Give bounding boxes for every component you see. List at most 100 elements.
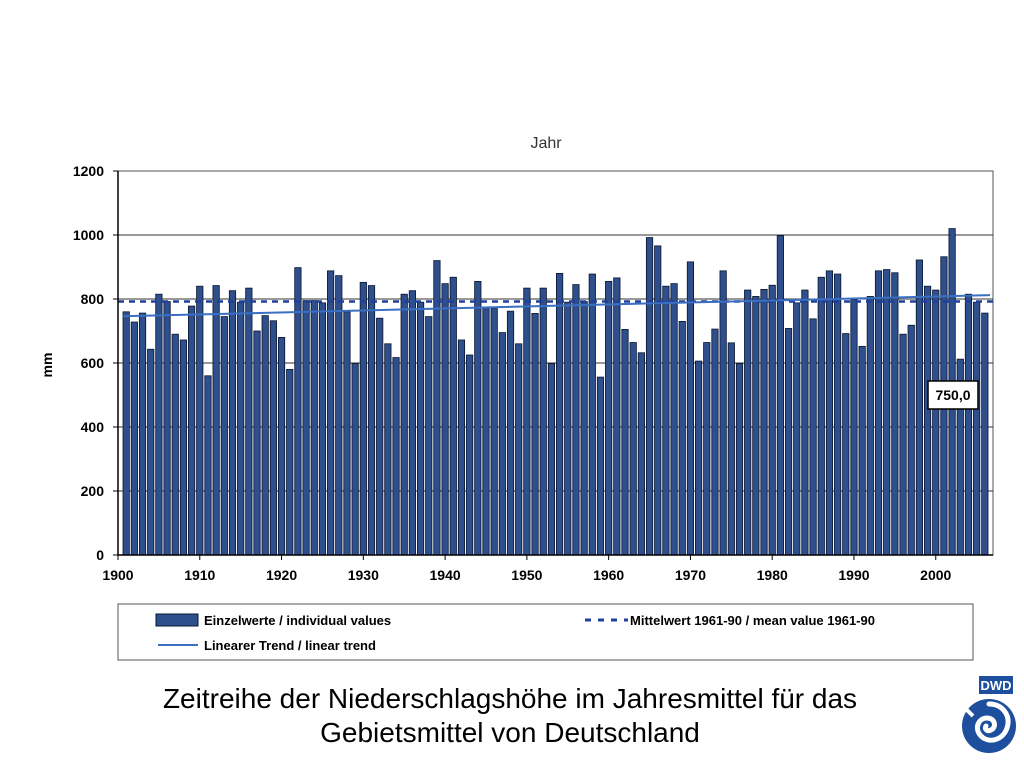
bar-1911 [204, 375, 212, 556]
bar-1990 [850, 299, 858, 556]
bar-1986 [817, 276, 825, 556]
y-tick-label-0: 0 [96, 547, 104, 563]
bar-1947 [498, 332, 506, 556]
bar-1912 [212, 285, 220, 556]
bar-1989 [842, 333, 850, 556]
y-tick-label-1200: 1200 [73, 163, 104, 179]
chart-caption: Zeitreihe der Niederschlagshöhe im Jahre… [60, 682, 960, 750]
bar-1969 [678, 320, 686, 556]
bar-1935 [400, 293, 408, 556]
bar-1938 [425, 316, 433, 556]
bar-1998 [915, 259, 923, 556]
bar-1991 [858, 345, 866, 556]
bar-2000 [932, 289, 940, 556]
bar-1954 [555, 272, 564, 556]
bar-1925 [318, 302, 327, 556]
bar-1907 [171, 333, 179, 556]
caption-line-1: Zeitreihe der Niederschlagshöhe im Jahre… [162, 683, 858, 714]
bar-1964 [637, 352, 645, 556]
bar-1962 [621, 328, 629, 556]
y-tick-label-800: 800 [81, 291, 105, 307]
bar-1903 [138, 312, 147, 556]
bar-1926 [327, 270, 335, 556]
bar-1948 [506, 310, 515, 556]
annotation-text: 750,0 [935, 387, 970, 403]
legend-label-mean: Mittelwert 1961-90 / mean value 1961-90 [630, 613, 875, 628]
bar-1923 [302, 300, 310, 556]
bar-1940 [441, 283, 449, 556]
bar-1930 [359, 281, 367, 556]
bar-1981 [776, 235, 784, 556]
bar-1909 [188, 305, 196, 556]
x-tick-label-1910: 1910 [184, 567, 215, 583]
bar-1999 [923, 285, 932, 556]
bar-1994 [883, 269, 891, 556]
x-tick-label-1960: 1960 [593, 567, 624, 583]
x-tick-label-1920: 1920 [266, 567, 297, 583]
legend-label-bars: Einzelwerte / individual values [204, 613, 391, 628]
bar-1958 [588, 273, 596, 556]
bar-1976 [735, 363, 744, 556]
y-tick-label-200: 200 [81, 483, 105, 499]
bar-1924 [310, 300, 318, 556]
bar-1914 [228, 290, 237, 556]
bar-1997 [907, 324, 915, 556]
x-tick-label-1930: 1930 [348, 567, 379, 583]
x-tick-label-1990: 1990 [838, 567, 869, 583]
bar-1965 [645, 237, 654, 556]
bar-1975 [727, 342, 735, 556]
dwd-logo-notch [963, 706, 975, 718]
bar-1917 [253, 330, 261, 556]
bar-1987 [825, 270, 834, 556]
bar-1977 [744, 289, 752, 556]
dwd-logo-text: DWD [980, 678, 1011, 693]
bar-1910 [196, 285, 204, 556]
bar-1946 [490, 308, 498, 556]
bar-1945 [482, 307, 490, 556]
bar-1902 [130, 321, 138, 556]
bar-1939 [433, 260, 441, 556]
legend-swatch-bars [155, 613, 199, 627]
bar-1929 [351, 363, 359, 556]
x-tick-label-1950: 1950 [511, 567, 542, 583]
bar-1967 [662, 285, 670, 556]
bar-1971 [695, 360, 703, 556]
bar-1942 [457, 339, 466, 556]
value-annotation: 750,0 [927, 380, 979, 410]
bar-1996 [899, 333, 907, 556]
bar-1937 [416, 301, 425, 556]
trend-line [123, 294, 991, 318]
bar-1920 [277, 336, 286, 556]
bar-1934 [392, 357, 400, 556]
bar-2006 [981, 312, 989, 556]
bar-2004 [964, 293, 973, 556]
x-tick-label-1970: 1970 [675, 567, 706, 583]
y-axis-label: mm [39, 353, 55, 378]
bar-1950 [523, 287, 531, 556]
bar-1951 [531, 312, 539, 556]
bar-1980 [768, 284, 776, 556]
bar-1957 [580, 301, 588, 556]
bar-1952 [539, 287, 547, 556]
dwd-logo-plate [979, 676, 1013, 694]
bar-1913 [220, 316, 228, 556]
y-tick-label-600: 600 [81, 355, 105, 371]
bar-1905 [155, 293, 163, 556]
annotation-box [927, 380, 979, 410]
x-tick-label-1940: 1940 [430, 567, 461, 583]
dwd-logo-swirl-icon [974, 701, 1011, 743]
bar-1901 [122, 311, 130, 556]
bar-1943 [466, 354, 474, 556]
x-tick-label-1900: 1900 [102, 567, 133, 583]
bar-1988 [834, 273, 842, 556]
bar-1918 [261, 315, 269, 556]
chart-title: Jahr [530, 135, 562, 152]
bar-1968 [670, 283, 678, 556]
bar-1921 [286, 368, 294, 556]
bar-1973 [711, 328, 719, 556]
bar-1963 [629, 342, 637, 556]
x-tick-label-2000: 2000 [920, 567, 951, 583]
bar-1953 [547, 363, 556, 556]
y-tick-label-1000: 1000 [73, 227, 104, 243]
